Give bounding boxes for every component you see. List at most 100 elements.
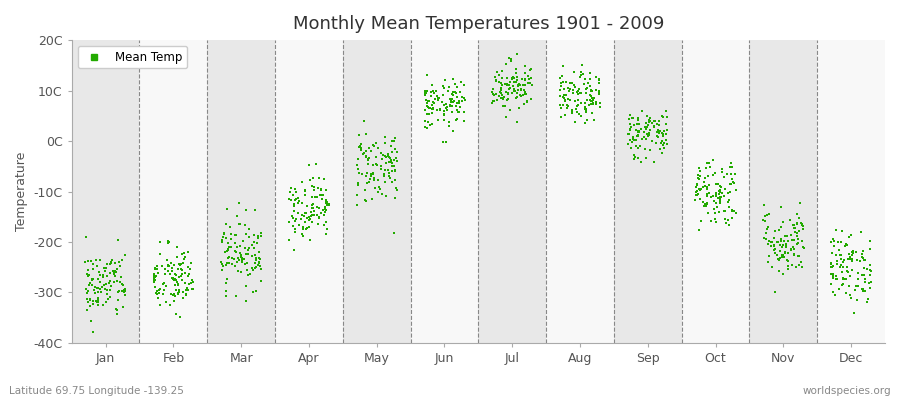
Point	[845, 248, 859, 255]
Point	[104, 282, 118, 289]
Point	[310, 204, 325, 210]
Point	[845, 251, 859, 258]
Point	[775, 254, 789, 260]
Point	[824, 261, 839, 267]
Point	[774, 204, 788, 210]
Point	[759, 230, 773, 236]
Point	[115, 281, 130, 287]
Point	[644, 118, 658, 124]
Point	[572, 90, 587, 96]
Point	[314, 192, 328, 198]
Point	[824, 250, 839, 256]
Point	[855, 272, 869, 278]
Point	[774, 236, 788, 242]
Point	[173, 262, 187, 268]
Point	[592, 76, 607, 83]
Point	[714, 194, 728, 200]
Point	[840, 268, 854, 274]
Point	[169, 287, 184, 293]
Point	[793, 200, 807, 206]
Point	[438, 101, 453, 107]
Point	[509, 94, 524, 100]
Point	[176, 260, 190, 266]
Point	[651, 134, 665, 140]
Point	[158, 266, 172, 272]
Point	[589, 98, 603, 105]
Point	[169, 254, 184, 260]
Point	[638, 146, 652, 152]
Point	[644, 114, 658, 121]
Point	[574, 72, 589, 78]
Point	[418, 91, 433, 98]
Point	[174, 266, 188, 273]
Point	[108, 268, 122, 274]
Point	[842, 273, 857, 279]
Point	[358, 197, 373, 203]
Point	[163, 302, 177, 309]
Point	[756, 202, 770, 208]
Point	[215, 237, 230, 243]
Point	[384, 158, 399, 165]
Point	[776, 242, 790, 248]
Point	[580, 109, 594, 116]
Point	[503, 85, 517, 91]
Point	[173, 314, 187, 320]
Point	[554, 83, 568, 89]
Point	[166, 291, 181, 298]
Point	[185, 286, 200, 292]
Point	[515, 76, 529, 82]
Point	[311, 175, 326, 182]
Point	[650, 129, 664, 135]
Point	[446, 88, 461, 95]
Point	[91, 295, 105, 301]
Point	[117, 292, 131, 298]
Point	[359, 180, 374, 186]
Point	[655, 130, 670, 136]
Point	[708, 216, 723, 222]
Point	[374, 156, 389, 162]
Point	[489, 76, 503, 83]
Point	[700, 192, 715, 199]
Point	[352, 144, 366, 150]
Point	[624, 144, 638, 151]
Point	[838, 243, 852, 249]
Point	[835, 276, 850, 282]
Point	[829, 258, 843, 264]
Point	[842, 251, 857, 258]
Point	[251, 260, 266, 266]
Point	[856, 288, 870, 294]
Bar	[479, 40, 546, 343]
Point	[591, 90, 606, 96]
Point	[768, 250, 782, 256]
Point	[659, 108, 673, 114]
Point	[350, 192, 365, 198]
Point	[183, 266, 197, 272]
Point	[288, 226, 302, 233]
Point	[486, 91, 500, 98]
Point	[303, 176, 318, 183]
Point	[700, 160, 715, 166]
Point	[427, 90, 441, 96]
Point	[446, 98, 461, 105]
Point	[521, 80, 535, 86]
Point	[181, 273, 195, 279]
Point	[103, 280, 117, 286]
Point	[564, 109, 579, 116]
Point	[708, 170, 723, 176]
Point	[569, 106, 583, 112]
Point	[437, 112, 452, 118]
Bar	[207, 40, 275, 343]
Point	[693, 172, 707, 179]
Point	[350, 180, 365, 186]
Point	[559, 79, 573, 85]
Point	[390, 187, 404, 194]
Point	[175, 276, 189, 283]
Point	[509, 69, 524, 76]
Point	[510, 119, 525, 125]
Point	[167, 275, 182, 282]
Point	[168, 282, 183, 288]
Point	[643, 147, 657, 153]
Point	[233, 250, 248, 256]
Point	[422, 110, 436, 117]
Point	[785, 262, 799, 268]
